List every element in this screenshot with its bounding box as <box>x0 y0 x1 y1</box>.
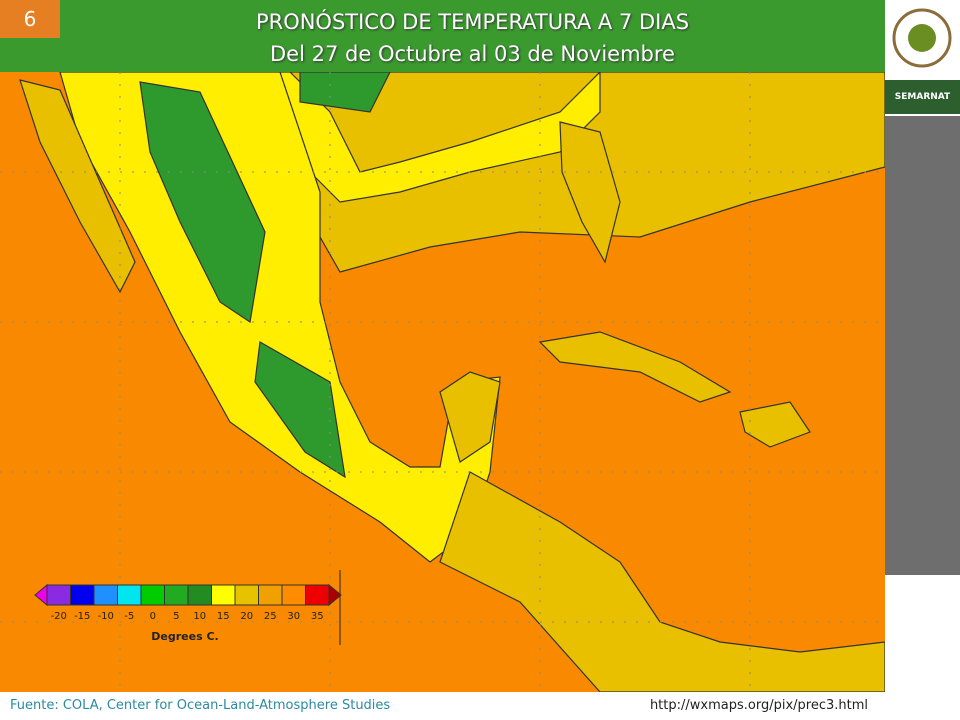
national-seal <box>892 8 952 68</box>
yucatan <box>439 371 501 463</box>
legend-label: 25 <box>264 611 277 622</box>
legend-swatch <box>187 584 212 606</box>
title: PRONÓSTICO DE TEMPERATURA A 7 DIAS <box>255 10 690 34</box>
header-bar <box>0 0 885 72</box>
legend-label: -10 <box>98 611 114 622</box>
central-highlands <box>254 341 346 479</box>
legend-arrow <box>328 583 342 607</box>
map: Degrees C. -20 -15 -10 -5 0 5 10 15 20 25 30 35 <box>0 72 885 692</box>
sierra-occidental <box>139 81 266 324</box>
legend-swatch <box>46 584 71 606</box>
legend-title: Degrees C. <box>151 630 218 643</box>
footer-source: Fuente: COLA, Center for Ocean-Land-Atmo… <box>10 698 391 713</box>
legend-swatch <box>117 584 142 606</box>
legend-swatch <box>211 584 236 606</box>
florida <box>559 121 621 264</box>
central-america <box>439 471 885 692</box>
legend: Degrees C. -20 -15 -10 -5 0 5 10 15 20 25 30 35 <box>34 570 342 645</box>
slide-number-box: 6 <box>0 0 60 38</box>
baja <box>19 79 136 294</box>
legend-swatch <box>305 584 330 606</box>
subtitle: Del 27 de Octubre al 03 de Noviembre <box>270 42 675 66</box>
footer-url: http://wxmaps.org/pix/prec3.html <box>649 698 868 713</box>
legend-label: 0 <box>150 611 156 622</box>
legend-label: -15 <box>74 611 90 622</box>
legend-label: 10 <box>193 611 206 622</box>
legend-label: 15 <box>217 611 230 622</box>
legend-swatch <box>164 584 189 606</box>
legend-label: 5 <box>173 611 179 622</box>
agency-bar: SEMARNAT <box>885 80 960 114</box>
legend-label: 35 <box>311 611 324 622</box>
legend-label: -20 <box>51 611 67 622</box>
us-green <box>299 72 391 113</box>
sidebar-gray <box>885 116 960 575</box>
legend-swatch <box>234 584 259 606</box>
legend-swatch <box>258 584 283 606</box>
regions <box>19 72 885 692</box>
legend-label: -5 <box>124 611 134 622</box>
legend-label: 20 <box>240 611 253 622</box>
hispaniola <box>739 401 811 448</box>
sidebar: SEMARNAT <box>885 0 960 720</box>
legend-swatch <box>93 584 118 606</box>
legend-swatch <box>70 584 95 606</box>
legend-swatch <box>281 584 306 606</box>
cuba <box>538 331 732 403</box>
legend-swatch <box>140 584 165 606</box>
legend-label: 30 <box>287 611 300 622</box>
